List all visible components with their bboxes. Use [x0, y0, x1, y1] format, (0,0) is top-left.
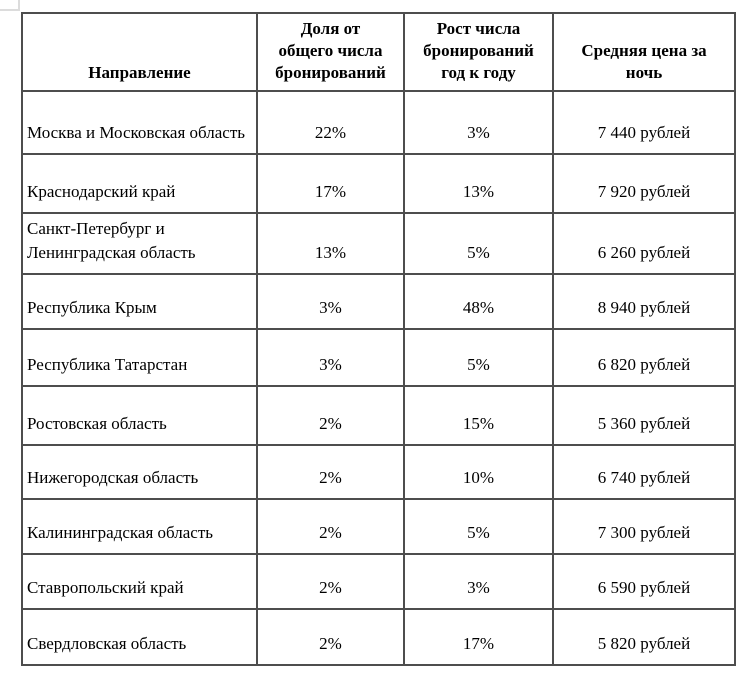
- cell-share: 3%: [256, 328, 405, 387]
- cell-price: 6 590 рублей: [552, 553, 736, 610]
- cell-destination: Ростовская область: [21, 385, 258, 446]
- table-row: Нижегородская область 2% 10% 6 740 рубле…: [21, 444, 736, 500]
- cell-growth: 3%: [403, 553, 554, 610]
- cell-share: 3%: [256, 273, 405, 330]
- cell-growth: 5%: [403, 498, 554, 555]
- column-header-share-of-bookings: Доля от общего числа бронирований: [256, 12, 405, 92]
- cell-price: 8 940 рублей: [552, 273, 736, 330]
- cell-destination: Москва и Московская область: [21, 90, 258, 155]
- cell-price: 5 360 рублей: [552, 385, 736, 446]
- cell-destination: Санкт-Петербург и Ленинградская область: [21, 212, 258, 275]
- bookings-table: Направление Доля от общего числа брониро…: [21, 12, 736, 666]
- table-row: Москва и Московская область 22% 3% 7 440…: [21, 90, 736, 155]
- cell-price: 7 920 рублей: [552, 153, 736, 214]
- cell-destination: Ставропольский край: [21, 553, 258, 610]
- cell-destination: Краснодарский край: [21, 153, 258, 214]
- column-header-yoy-growth: Рост числа бронирований год к году: [403, 12, 554, 92]
- cell-growth: 5%: [403, 328, 554, 387]
- cell-price: 7 300 рублей: [552, 498, 736, 555]
- table-row: Ставропольский край 2% 3% 6 590 рублей: [21, 553, 736, 610]
- table-header: Направление Доля от общего числа брониро…: [21, 12, 736, 92]
- table-row: Санкт-Петербург и Ленинградская область …: [21, 212, 736, 275]
- table-row: Республика Татарстан 3% 5% 6 820 рублей: [21, 328, 736, 387]
- cell-price: 5 820 рублей: [552, 608, 736, 666]
- table-row: Свердловская область 2% 17% 5 820 рублей: [21, 608, 736, 666]
- table-row: Республика Крым 3% 48% 8 940 рублей: [21, 273, 736, 330]
- cell-price: 6 260 рублей: [552, 212, 736, 275]
- cell-destination: Республика Крым: [21, 273, 258, 330]
- table-body: Москва и Московская область 22% 3% 7 440…: [21, 90, 736, 666]
- cell-price: 6 820 рублей: [552, 328, 736, 387]
- cell-price: 6 740 рублей: [552, 444, 736, 500]
- column-header-destination: Направление: [21, 12, 258, 92]
- cell-destination: Республика Татарстан: [21, 328, 258, 387]
- cell-share: 13%: [256, 212, 405, 275]
- cell-share: 2%: [256, 498, 405, 555]
- cell-share: 2%: [256, 608, 405, 666]
- cell-destination: Калининградская область: [21, 498, 258, 555]
- cell-growth: 3%: [403, 90, 554, 155]
- cell-growth: 48%: [403, 273, 554, 330]
- table-row: Калининградская область 2% 5% 7 300 рубл…: [21, 498, 736, 555]
- table-row: Краснодарский край 17% 13% 7 920 рублей: [21, 153, 736, 214]
- header-row: Направление Доля от общего числа брониро…: [21, 12, 736, 92]
- cell-growth: 5%: [403, 212, 554, 275]
- cell-share: 22%: [256, 90, 405, 155]
- cell-growth: 13%: [403, 153, 554, 214]
- cell-share: 2%: [256, 444, 405, 500]
- cell-destination: Нижегородская область: [21, 444, 258, 500]
- column-header-avg-price: Средняя цена за ночь: [552, 12, 736, 92]
- adjacent-cell-fragment: [0, 0, 20, 11]
- cell-price: 7 440 рублей: [552, 90, 736, 155]
- cell-share: 17%: [256, 153, 405, 214]
- cell-share: 2%: [256, 385, 405, 446]
- cell-growth: 17%: [403, 608, 554, 666]
- table-row: Ростовская область 2% 15% 5 360 рублей: [21, 385, 736, 446]
- cell-share: 2%: [256, 553, 405, 610]
- cell-growth: 10%: [403, 444, 554, 500]
- cell-growth: 15%: [403, 385, 554, 446]
- cell-destination: Свердловская область: [21, 608, 258, 666]
